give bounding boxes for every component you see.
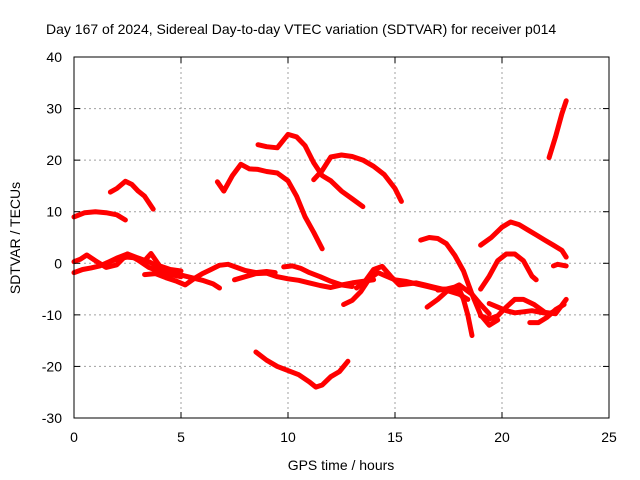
- y-axis-ticks: -30 -20 -10 0 10 20 30 40: [42, 49, 609, 426]
- y-tick-label: -30: [42, 410, 62, 426]
- x-tick-label: 25: [601, 429, 617, 445]
- series-arc-5: [103, 251, 184, 274]
- y-tick-label: 30: [46, 101, 62, 117]
- series-arc-7: [232, 270, 377, 290]
- y-tick-label: -20: [42, 358, 62, 374]
- x-tick-label: 0: [70, 429, 78, 445]
- series-arc-2: [107, 178, 156, 212]
- x-tick-label: 15: [387, 429, 403, 445]
- grid-lines: [74, 57, 609, 418]
- y-tick-label: 10: [46, 204, 62, 220]
- series-arc-12: [281, 263, 355, 289]
- y-tick-label: -10: [42, 307, 62, 323]
- series-arc-1: [71, 209, 128, 223]
- x-tick-label: 20: [494, 429, 510, 445]
- series-arc-4: [71, 251, 184, 280]
- series-arc-18: [478, 219, 569, 260]
- x-tick-label: 10: [280, 429, 296, 445]
- plot-frame: [73, 56, 610, 419]
- series-arc-22: [527, 302, 567, 326]
- series-arc-8: [214, 161, 325, 252]
- x-tick-label: 5: [177, 429, 185, 445]
- y-tick-label: 0: [54, 255, 62, 271]
- data-series: [71, 98, 569, 390]
- series-arc-21: [486, 301, 561, 317]
- series-arc-6: [142, 261, 278, 288]
- series-arc-9: [255, 131, 366, 210]
- series-arc-19: [478, 251, 539, 292]
- x-axis-ticks: 0 5 10 15 20 25: [70, 57, 617, 445]
- series-arc-24: [546, 98, 569, 161]
- series-arc-14: [354, 263, 471, 302]
- series-arc-11: [253, 349, 351, 390]
- y-tick-label: 40: [46, 49, 62, 65]
- series-arc-23: [550, 261, 569, 269]
- x-axis-label: GPS time / hours: [288, 457, 395, 473]
- y-axis-label: SDTVAR / TECUs: [7, 182, 23, 294]
- chart-title: Day 167 of 2024, Sidereal Day-to-day VTE…: [46, 21, 556, 37]
- series-arc-10: [311, 152, 404, 204]
- series-arc-17: [435, 282, 492, 317]
- y-tick-label: 20: [46, 152, 62, 168]
